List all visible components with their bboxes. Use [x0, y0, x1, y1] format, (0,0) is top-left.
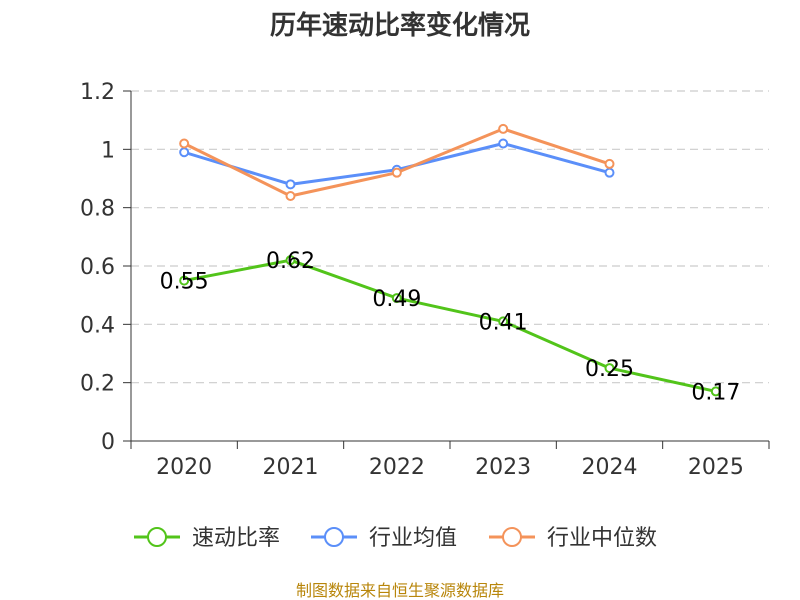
y-tick-label: 0: [101, 430, 115, 455]
legend-marker: [324, 527, 344, 547]
series-line: [183, 127, 610, 198]
legend-label: 速动比率: [192, 526, 280, 551]
x-tick-label: 2020: [156, 455, 212, 480]
legend-marker: [502, 527, 522, 547]
legend-item[interactable]: 行业中位数: [489, 526, 657, 551]
data-label: 0.55: [160, 270, 209, 295]
data-label: 0.49: [372, 287, 421, 312]
data-point: [498, 138, 509, 149]
legend-item[interactable]: 速动比率: [134, 526, 280, 551]
x-tick-label: 2025: [688, 455, 744, 480]
data-point: [179, 275, 190, 286]
grid-lines: [131, 90, 769, 384]
x-tick-label: 2024: [582, 455, 638, 480]
data-label: 0.17: [691, 380, 740, 405]
x-tick-label: 2021: [263, 455, 319, 480]
source-note: 制图数据来自恒生聚源数据库: [296, 581, 504, 600]
y-tick-label: 0.8: [80, 197, 115, 222]
data-point: [285, 255, 296, 266]
data-point: [391, 293, 402, 304]
data-point: [285, 191, 296, 201]
series-industry-median: [179, 123, 615, 201]
y-tick-label: 0.4: [80, 313, 115, 338]
axes: 0 0.2 0.4 0.6 0.8 1 1.2 2020 2021 2022 2023 2024 202…: [80, 80, 770, 480]
data-label: 0.41: [479, 310, 528, 335]
series-line: [183, 258, 717, 393]
data-label: 0.62: [266, 249, 315, 274]
data-point: [285, 179, 296, 190]
data-point: [604, 363, 615, 374]
data-point: [179, 147, 190, 158]
data-point: [391, 167, 402, 178]
series-quick-ratio: 0.55 0.62 0.49 0.41 0.25 0.17: [160, 249, 741, 405]
data-point: [498, 123, 509, 134]
data-point: [498, 316, 509, 327]
data-point: [604, 158, 615, 169]
y-tick-label: 0.2: [80, 372, 115, 397]
legend-marker: [147, 527, 167, 547]
series-group: 0.55 0.62 0.49 0.41 0.25 0.17: [160, 123, 741, 405]
legend-label: 行业均值: [369, 526, 457, 551]
legend[interactable]: 速动比率 行业均值 行业中位数: [134, 526, 657, 551]
chart-title: 历年速动比率变化情况: [270, 10, 530, 41]
y-tick-label: 1.2: [80, 80, 115, 105]
data-point: [710, 386, 721, 397]
y-tick-label: 1: [101, 138, 115, 163]
data-point: [179, 138, 190, 149]
series-industry-mean: [179, 138, 615, 190]
data-point: [604, 167, 615, 178]
legend-label: 行业中位数: [547, 526, 657, 551]
x-tick-label: 2022: [369, 455, 425, 480]
y-tick-label: 0.6: [80, 255, 115, 280]
legend-item[interactable]: 行业均值: [311, 526, 457, 551]
x-tick-label: 2023: [475, 455, 531, 480]
data-label: 0.25: [585, 357, 634, 382]
